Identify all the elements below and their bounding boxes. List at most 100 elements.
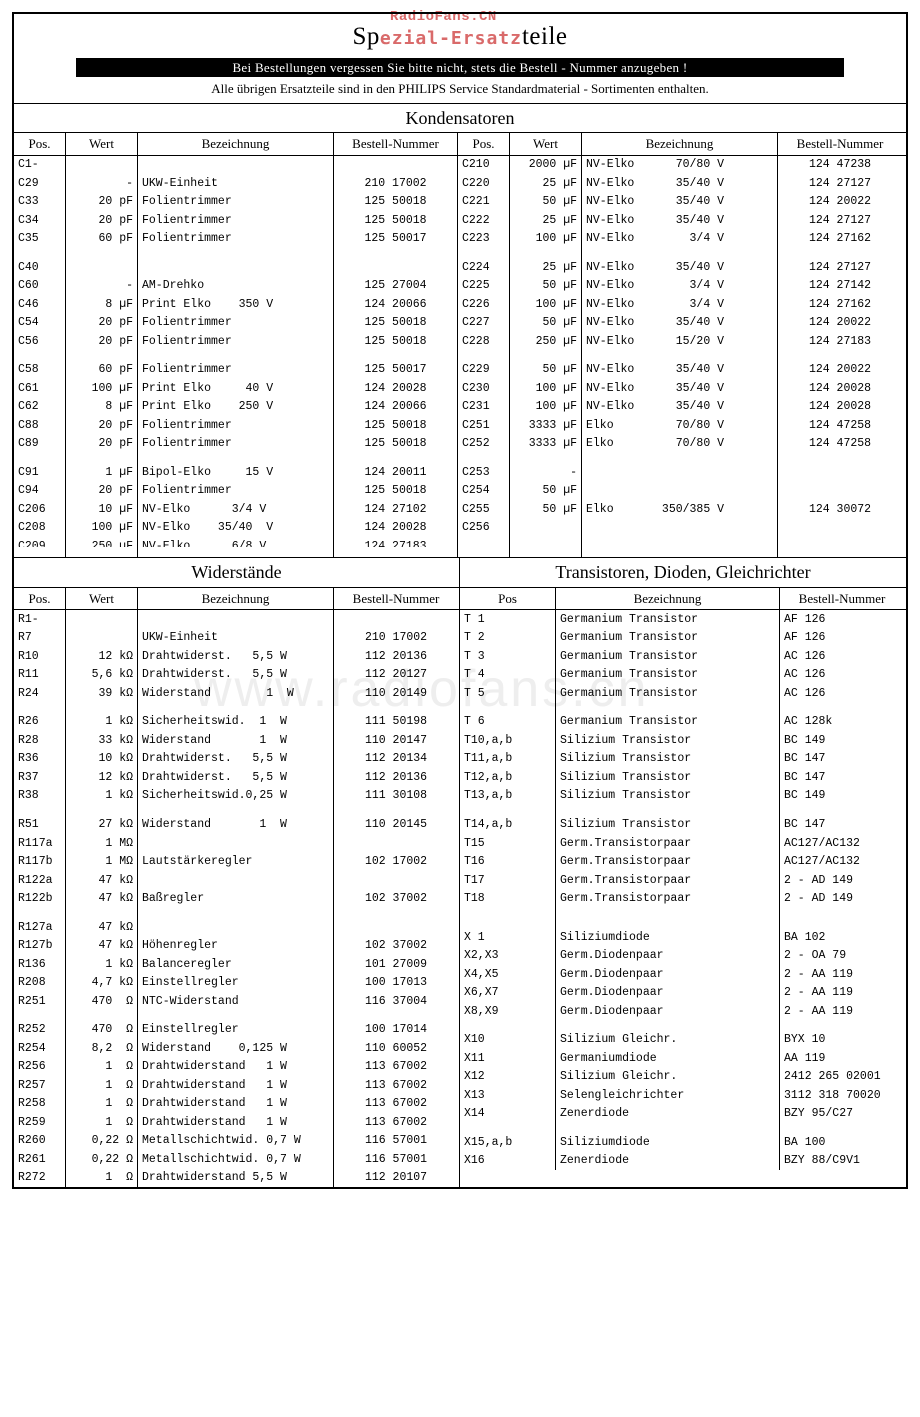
cell [510, 248, 582, 258]
cell: 113 67002 [334, 1113, 458, 1132]
cell [510, 351, 582, 361]
cell: R11 [14, 666, 66, 685]
section-widerstaende: Widerstände [14, 558, 459, 586]
cell [458, 248, 510, 258]
cell: NV-Elko 35/40 V [582, 361, 778, 380]
cell: C256 [458, 519, 510, 538]
cell: 3112 318 70020 [780, 1086, 904, 1105]
cell: 124 47238 [778, 156, 902, 175]
table-row: X4,X5Germ.Diodenpaar2 - AA 119 [460, 965, 906, 984]
cell: 20 pF [66, 211, 138, 230]
cell: 112 20134 [334, 750, 458, 769]
table-row: R2721 ΩDrahtwiderstand 5,5 W112 20107 [14, 1169, 459, 1188]
cell [460, 703, 556, 713]
title-overlay: ezial-Ersatz [380, 28, 522, 49]
col-num: Bestell-Nummer [334, 588, 458, 610]
cell: BA 100 [780, 1133, 904, 1152]
cell: R127a [14, 918, 66, 937]
cell: 2412 265 02001 [780, 1068, 904, 1087]
cell: 113 67002 [334, 1095, 458, 1114]
cell: X10 [460, 1031, 556, 1050]
cell: R252 [14, 1021, 66, 1040]
cell: Folientrimmer [138, 230, 334, 249]
title-right: teile [522, 23, 568, 50]
col-wert-r: Wert [510, 133, 582, 155]
cell: Folientrimmer [138, 482, 334, 501]
col-pos-r: Pos. [458, 133, 510, 155]
cell [778, 463, 902, 482]
cell: Silizium Transistor [556, 787, 780, 806]
cell: Folientrimmer [138, 416, 334, 435]
cell [460, 918, 556, 928]
cell [66, 908, 138, 918]
table-row: R261 kΩSicherheitswid. 1 W111 50198 [14, 713, 459, 732]
cell [14, 703, 66, 713]
cell: 124 27127 [778, 211, 902, 230]
cell [582, 351, 778, 361]
table-row: R2600,22 ΩMetallschichtwid. 0,7 W116 570… [14, 1132, 459, 1151]
cell: Germ.Diodenpaar [556, 984, 780, 1003]
col-bez: Bezeichnung [138, 133, 334, 155]
cell: 47 kΩ [66, 890, 138, 909]
cell [582, 463, 778, 482]
cell: Drahtwiderstand 1 W [138, 1113, 334, 1132]
cell: NV-Elko 3/4 V [582, 295, 778, 314]
cell: 2 - AD 149 [780, 890, 904, 909]
cell: Germaniumdiode [556, 1049, 780, 1068]
cell [138, 918, 334, 937]
cell: NV-Elko 35/40 V [582, 174, 778, 193]
cell [138, 703, 334, 713]
cell: C227 [458, 314, 510, 333]
cell [334, 1011, 458, 1021]
cell: Germ.Transistorpaar [556, 890, 780, 909]
cell: T17 [460, 871, 556, 890]
cell [66, 805, 138, 815]
cell: UKW-Einheit [138, 629, 334, 648]
cell: 210 17002 [334, 174, 458, 193]
table-row: R2581 ΩDrahtwiderstand 1 W113 67002 [14, 1095, 459, 1114]
cell: Einstellregler [138, 1021, 334, 1040]
cell: 125 50018 [334, 482, 458, 501]
cell: 50 µF [510, 314, 582, 333]
table-row: T18Germ.Transistorpaar2 - AD 149 [460, 890, 906, 909]
cell [556, 1021, 780, 1031]
cell: 124 20022 [778, 314, 902, 333]
cell: 20 pF [66, 482, 138, 501]
cell: Drahtwiderstand 1 W [138, 1076, 334, 1095]
cell [510, 547, 582, 557]
cell: Metallschichtwid. 0,7 W [138, 1132, 334, 1151]
cell: C221 [458, 193, 510, 212]
cell: 124 27162 [778, 230, 902, 249]
cell: 0,22 Ω [66, 1132, 138, 1151]
cell: T 4 [460, 666, 556, 685]
cell: AC127/AC132 [780, 853, 904, 872]
cell: 125 50018 [334, 435, 458, 454]
cell: BZY 95/C27 [780, 1105, 904, 1124]
cell: 113 67002 [334, 1058, 458, 1077]
cell: Elko 350/385 V [582, 500, 778, 519]
cell: T14,a,b [460, 815, 556, 834]
cell: Germanium Transistor [556, 647, 780, 666]
cell: 33 kΩ [66, 731, 138, 750]
cell [510, 453, 582, 463]
cell [780, 918, 904, 928]
cell: C94 [14, 482, 66, 501]
cell: 124 47258 [778, 435, 902, 454]
cell: Einstellregler [138, 974, 334, 993]
cell: 3333 µF [510, 416, 582, 435]
cell: NTC-Widerstand [138, 992, 334, 1011]
cell: 124 27162 [778, 295, 902, 314]
cell [780, 908, 904, 918]
cell: BC 147 [780, 815, 904, 834]
table-row: R2833 kΩWiderstand 1 W110 20147 [14, 731, 459, 750]
cell: Drahtwiderst. 5,5 W [138, 768, 334, 787]
cell: R256 [14, 1058, 66, 1077]
cell: 124 20066 [334, 398, 458, 417]
cell: 2000 µF [510, 156, 582, 175]
cell: C223 [458, 230, 510, 249]
cell [780, 805, 904, 815]
cell: 111 50198 [334, 713, 458, 732]
cell: AA 119 [780, 1049, 904, 1068]
table-row: T 5Germanium TransistorAC 126 [460, 684, 906, 703]
cell: T 6 [460, 713, 556, 732]
